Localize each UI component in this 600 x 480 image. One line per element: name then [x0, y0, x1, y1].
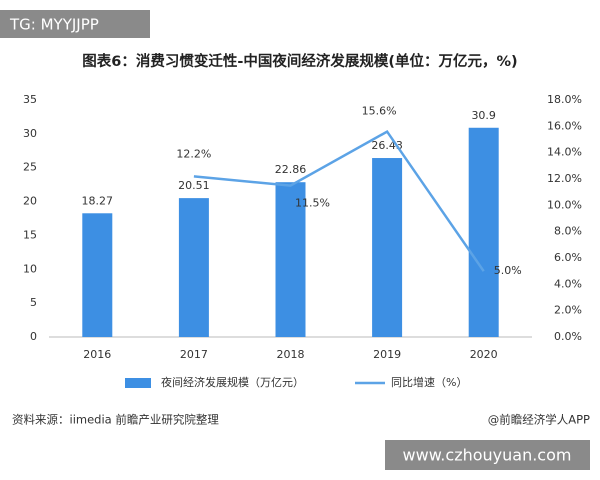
y-tick-label: 15	[23, 228, 37, 241]
tag-box	[0, 10, 150, 38]
credit: @前瞻经济学人APP	[488, 413, 590, 427]
x-tick-label: 2020	[470, 348, 498, 361]
bar-value-label: 22.86	[275, 163, 307, 176]
line-value-label: 5.0%	[494, 264, 522, 277]
y-tick-label: 10	[23, 262, 37, 275]
line	[193, 129, 485, 272]
site-box	[385, 440, 590, 470]
bar	[372, 158, 403, 337]
y-tick-label: 20	[23, 195, 37, 208]
legend-label: 夜间经济发展规模（万亿元）	[161, 375, 304, 389]
y-tick-label: 30	[23, 127, 37, 140]
y2-tick-label: 6.0%	[554, 251, 582, 264]
bar-value-label: 30.9	[471, 109, 496, 122]
bar	[82, 213, 113, 337]
bar-value-label: 20.51	[178, 179, 210, 192]
y2-tick-label: 18.0%	[547, 93, 582, 106]
line-value-label: 11.5%	[295, 197, 330, 210]
legend-swatch	[125, 378, 151, 388]
x-tick-label: 2019	[373, 348, 401, 361]
y-tick-label: 0	[30, 330, 37, 343]
y-tick-label: 25	[23, 161, 37, 174]
y2-tick-label: 12.0%	[547, 172, 582, 185]
x-tick-label: 2017	[180, 348, 208, 361]
y-tick-label: 35	[23, 93, 37, 106]
x-tick-label: 2018	[277, 348, 305, 361]
overlay-tag: TG: MYYJJPP	[9, 16, 99, 34]
y2-tick-label: 16.0%	[547, 119, 582, 132]
line-value-label: 15.6%	[362, 105, 397, 118]
chart-title: 图表6：消费习惯变迁性-中国夜间经济发展规模(单位：万亿元，%)	[82, 52, 517, 70]
y2-tick-label: 4.0%	[554, 277, 582, 290]
y2-tick-label: 2.0%	[554, 304, 582, 317]
bar-value-label: 18.27	[82, 194, 114, 207]
website: www.czhouyuan.com	[403, 446, 572, 465]
y2-tick-label: 8.0%	[554, 225, 582, 238]
y2-tick-label: 14.0%	[547, 146, 582, 159]
bar	[275, 182, 306, 337]
source: 资料来源：iimedia 前瞻产业研究院整理	[12, 413, 219, 427]
legend-label: 同比增速（%）	[391, 375, 467, 389]
y-tick-label: 5	[30, 296, 37, 309]
y2-tick-label: 0.0%	[554, 330, 582, 343]
bar	[178, 198, 209, 337]
x-tick-label: 2016	[83, 348, 111, 361]
y2-tick-label: 10.0%	[547, 198, 582, 211]
bar	[468, 127, 499, 338]
line-value-label: 12.2%	[176, 147, 211, 160]
